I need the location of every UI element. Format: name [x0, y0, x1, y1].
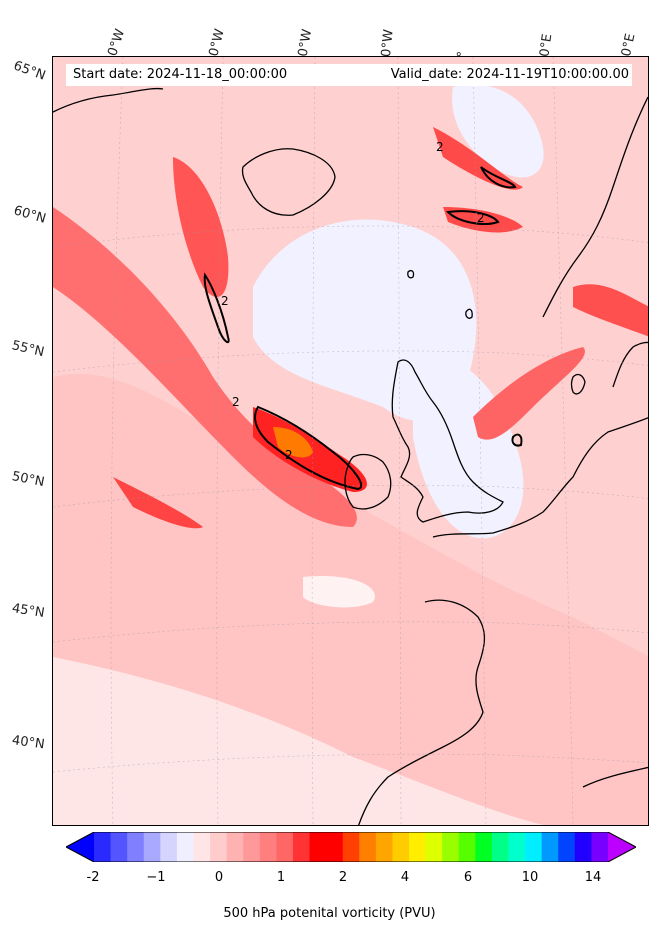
colorbar-segment: [574, 832, 592, 862]
norway-coast: [542, 96, 648, 318]
colorbar-segment: [210, 832, 228, 862]
greenland-coast: [53, 87, 164, 113]
latitude-label-50n: 50°N: [10, 469, 46, 491]
latitude-label-55n: 55°N: [10, 338, 46, 361]
contour-label: 2: [477, 211, 485, 225]
colorbar-tick-label: 0: [214, 870, 224, 885]
high-pv-streamer: [473, 347, 585, 440]
high-pv-streamer: [573, 284, 648, 337]
colorbar-tick-label: 10: [521, 870, 539, 885]
colorbar-segment: [94, 832, 112, 862]
latitude-label-45n: 45°N: [10, 601, 46, 622]
colorbar-segment: [326, 832, 344, 862]
high-pv-streamer: [53, 207, 357, 527]
colorbar-extend-min: [66, 832, 94, 862]
pv-contour-2: [480, 166, 517, 189]
colorbar-segment: [392, 832, 410, 862]
europe-coast: [432, 417, 648, 538]
low-pv-area: [452, 84, 544, 178]
colorbar-segment: [143, 832, 161, 862]
colorbar-tick-label: 1: [276, 870, 286, 885]
colorbar-segment: [475, 832, 493, 862]
shetland-coast: [465, 308, 473, 319]
high-pv-streamer: [173, 157, 229, 297]
latitude-label-60n: 60°N: [11, 203, 48, 227]
colorbar-segment: [442, 832, 460, 862]
peak-pv-core: [273, 427, 313, 458]
faroe-islands-coast: [407, 270, 415, 279]
latitude-label-40n: 40°N: [10, 733, 46, 753]
colorbar-segment: [243, 832, 261, 862]
map-canvas: 2 2 2 2 2: [53, 57, 648, 825]
high-pv-streamer: [443, 207, 523, 233]
high-pv-streamer: [433, 127, 523, 190]
low-pv-area: [303, 576, 375, 608]
colorbar-segment: [359, 832, 377, 862]
colorbar-segment: [259, 832, 277, 862]
colorbar-segment: [110, 832, 128, 862]
colorbar: [66, 832, 636, 862]
pv-contour-2: [445, 210, 500, 225]
denmark-coast: [570, 373, 586, 395]
pv-contour-2: [254, 405, 363, 491]
contour-label: 2: [221, 294, 229, 308]
colorbar-segment: [508, 832, 526, 862]
ireland-coast: [344, 453, 392, 510]
latitude-label-65n: 65°N: [11, 58, 48, 84]
iberia-coast: [358, 599, 486, 825]
colorbar-segment: [292, 832, 311, 862]
colorbar-tick-label: 6: [463, 870, 473, 885]
colorbar-segment: [541, 832, 559, 862]
colorbar-segment: [591, 832, 609, 862]
potential-vorticity-map: 2 2 2 2 2: [52, 56, 649, 826]
contour-label: 2: [436, 140, 444, 154]
pv-contour-2: [511, 433, 523, 447]
pv-region-light: [53, 657, 544, 825]
baltic-coast: [612, 341, 648, 388]
colorbar-segment: [309, 832, 327, 862]
colorbar-tick-label: -2: [86, 870, 100, 885]
colorbar-extend-max: [608, 832, 636, 862]
pv-contour-2: [203, 272, 230, 344]
colorbar-segment: [226, 832, 244, 862]
colorbar-segment: [525, 832, 543, 862]
colorbar-segment: [176, 832, 194, 862]
contour-label: 2: [285, 448, 293, 462]
colorbar-tick-label: 14: [584, 870, 602, 885]
high-pv-streamer: [113, 477, 203, 529]
map-info-bar: Start date: 2024-11-18_00:00:00 Valid_da…: [66, 64, 632, 86]
graticule: [53, 57, 648, 825]
contour-label: 2: [232, 395, 240, 409]
great-britain-coast: [391, 359, 504, 523]
colorbar-segment: [375, 832, 393, 862]
colorbar-segment: [276, 832, 294, 862]
coastlines: [53, 87, 648, 825]
colorbar-title: 500 hPa potenital vorticity (PVU): [223, 906, 436, 921]
start-date-label: Start date: 2024-11-18_00:00:00: [73, 67, 288, 82]
colorbar-tick-label: 2: [338, 870, 348, 885]
colorbar-tick-label: 4: [400, 870, 410, 885]
colorbar-segment: [342, 832, 360, 862]
colorbar-segment: [458, 832, 476, 862]
iceland-coast: [241, 148, 336, 216]
colorbar-segment: [193, 832, 211, 862]
colorbar-segment: [409, 832, 427, 862]
colorbar-segment: [425, 832, 443, 862]
colorbar-segment: [491, 832, 510, 862]
colorbar-segment: [127, 832, 145, 862]
africa-coast: [582, 766, 648, 788]
valid-date-label: Valid_date: 2024-11-19T10:00:00.00: [390, 67, 629, 82]
colorbar-tick-label: −1: [146, 870, 166, 885]
colorbar-segment: [558, 832, 576, 862]
colorbar-segment: [160, 832, 178, 862]
